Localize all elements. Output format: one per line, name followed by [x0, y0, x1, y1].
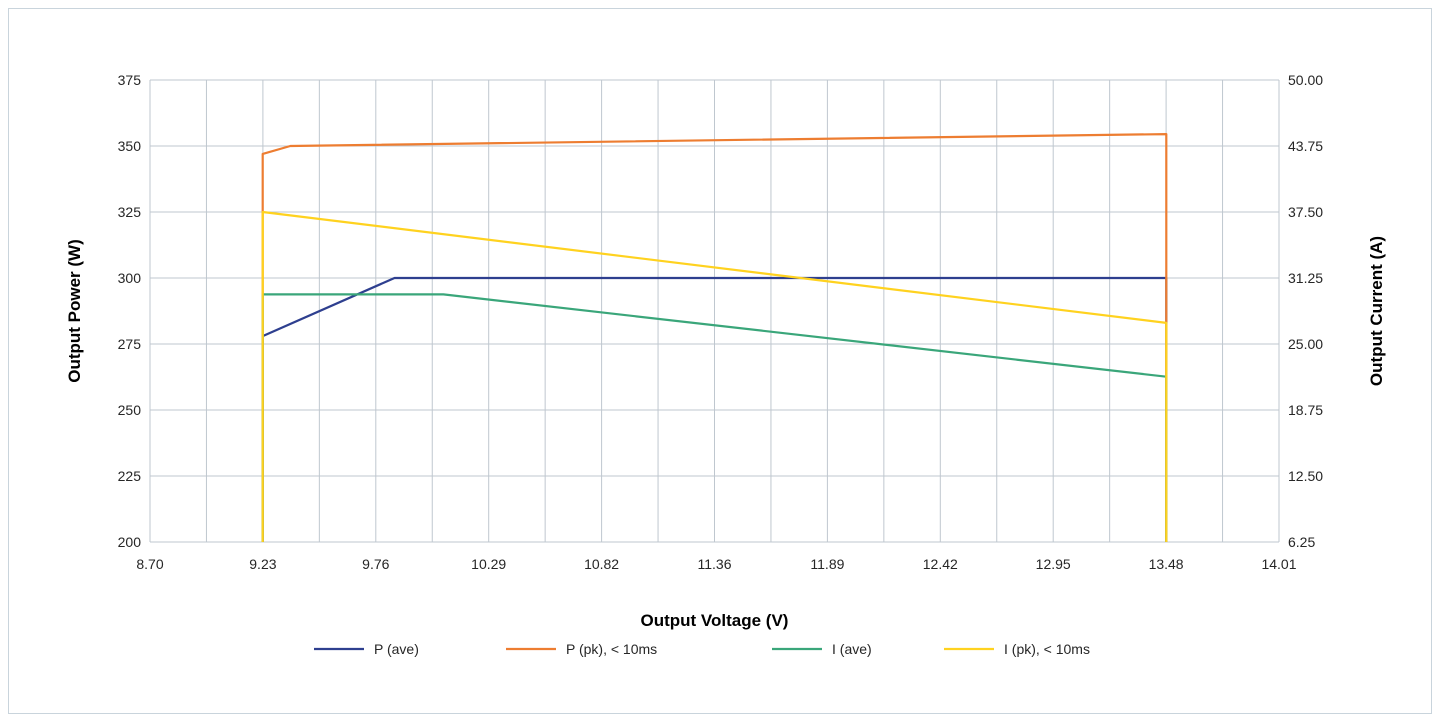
x-tick-label: 9.23	[249, 556, 276, 572]
y-tick-label: 350	[118, 138, 142, 154]
y2-tick-label: 43.75	[1288, 138, 1323, 154]
series-lines	[261, 132, 1168, 542]
y-tick-label: 200	[118, 534, 142, 550]
y-axis-title: Output Power (W)	[65, 239, 84, 383]
y-tick-label: 275	[118, 336, 142, 352]
x-tick-label: 12.42	[923, 556, 958, 572]
axes: 8.70 9.23 9.76 10.29 10.82 11.36 11.89 12.42 12.…	[118, 72, 1324, 572]
y2-tick-label: 18.75	[1288, 402, 1323, 418]
legend-label: I (pk), < 10ms	[1004, 641, 1090, 657]
legend-label: I (ave)	[832, 641, 872, 657]
x-tick-label: 12.95	[1036, 556, 1071, 572]
legend-label: P (ave)	[374, 641, 419, 657]
y2-tick-label: 50.00	[1288, 72, 1323, 88]
y2-tick-label: 37.50	[1288, 204, 1323, 220]
y-tick-label: 300	[118, 270, 142, 286]
y2-tick-label: 31.25	[1288, 270, 1323, 286]
chart: 8.70 9.23 9.76 10.29 10.82 11.36 11.89 12.42 12.…	[65, 72, 1386, 657]
y-tick-label: 375	[118, 72, 142, 88]
x-tick-label: 10.29	[471, 556, 506, 572]
series-line-4	[261, 210, 1168, 542]
x-tick-label: 13.48	[1149, 556, 1184, 572]
x-axis-title: Output Voltage (V)	[641, 611, 789, 630]
y2-tick-label: 6.25	[1288, 534, 1315, 550]
x-tick-label: 9.76	[362, 556, 389, 572]
chart-frame: 8.70 9.23 9.76 10.29 10.82 11.36 11.89 12.42 12.…	[8, 8, 1432, 714]
y2-tick-label: 12.50	[1288, 468, 1323, 484]
x-tick-label: 11.89	[810, 556, 844, 572]
y-tick-label: 250	[118, 402, 142, 418]
legend-label: P (pk), < 10ms	[566, 641, 657, 657]
y-tick-label: 325	[118, 204, 142, 220]
legend: P (ave) P (pk), < 10ms I (ave) I (pk), < 10…	[314, 641, 1090, 657]
x-tick-label: 14.01	[1261, 556, 1296, 572]
y2-tick-label: 25.00	[1288, 336, 1323, 352]
x-tick-label: 10.82	[584, 556, 619, 572]
y2-axis-title: Output Current (A)	[1367, 236, 1386, 386]
y-tick-label: 225	[118, 468, 142, 484]
x-tick-label: 8.70	[136, 556, 163, 572]
x-tick-label: 11.36	[698, 556, 732, 572]
